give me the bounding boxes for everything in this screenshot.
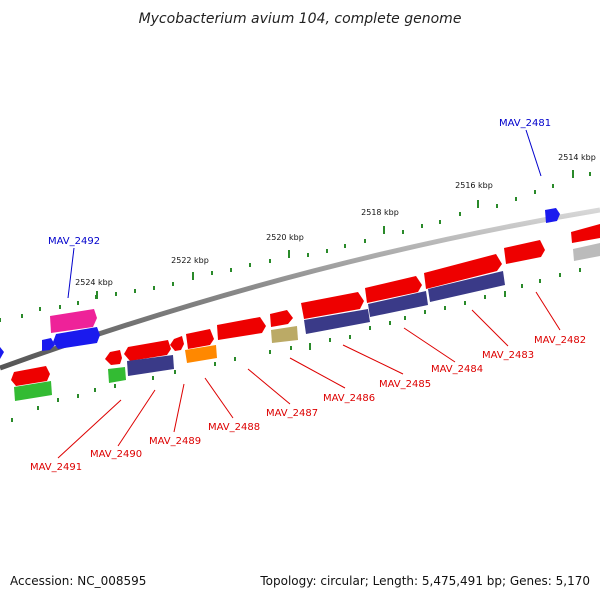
genome-summary-text: Topology: circular; Length: 5,475,491 bp… [260,574,590,588]
gene-arrow[interactable] [571,224,600,243]
tick-label-2516: 2516 kbp [455,181,493,190]
gene-box[interactable] [185,345,217,363]
gene-arrow[interactable] [0,347,4,359]
major-ticks [96,170,574,299]
gene-arrow[interactable] [53,327,100,349]
gene-arrow[interactable] [301,292,364,319]
gene-label[interactable]: MAV_2486 [323,393,375,404]
outer-tick-ring [0,172,591,322]
gene-box[interactable] [573,243,600,261]
inner-strand-genes [14,243,600,401]
gene-arrow[interactable] [42,338,55,351]
gene-box[interactable] [428,271,505,302]
gene-label[interactable]: MAV_2492 [48,236,100,247]
accession-text: Accession: NC_008595 [10,574,147,588]
gene-arrow[interactable] [270,310,293,327]
gene-arrow[interactable] [424,254,502,289]
map-title: Mycobacterium avium 104, complete genome [139,11,462,27]
gene-box[interactable] [127,355,174,376]
gene-arrow[interactable] [217,317,266,340]
top-labels: MAV_2481 MAV_2492 [48,118,551,299]
gene-box[interactable] [304,309,370,334]
tick-label-2522: 2522 kbp [171,256,209,265]
bottom-labels [57,291,561,459]
gene-label[interactable]: MAV_2484 [431,364,483,375]
gene-box[interactable] [108,367,126,383]
tick-label-2514: 2514 kbp [558,153,596,162]
gene-arrow[interactable] [365,276,422,303]
gene-arrow[interactable] [11,366,50,386]
gene-arrow[interactable] [105,350,122,365]
gene-arrow[interactable] [50,309,97,333]
gene-arrow[interactable] [186,329,214,349]
gene-box[interactable] [14,381,52,401]
inner-tick-ring [11,268,581,422]
gene-box[interactable] [271,326,298,343]
gene-label[interactable]: MAV_2490 [90,449,142,460]
gene-label[interactable]: MAV_2483 [482,350,534,361]
gene-label[interactable]: MAV_2489 [149,436,201,447]
gene-label[interactable]: MAV_2487 [266,408,318,419]
gene-arrow[interactable] [545,208,560,223]
gene-arrow[interactable] [504,240,545,264]
gene-label[interactable]: MAV_2491 [30,462,82,473]
gene-arrow[interactable] [170,336,184,351]
gene-box[interactable] [368,291,428,317]
tick-label-2520: 2520 kbp [266,233,304,242]
tick-label-2524: 2524 kbp [75,278,113,287]
gene-label[interactable]: MAV_2482 [534,335,586,346]
gene-arrow[interactable] [124,340,171,361]
tick-label-2518: 2518 kbp [361,208,399,217]
gene-label[interactable]: MAV_2485 [379,379,431,390]
gene-label[interactable]: MAV_2481 [499,118,551,129]
gene-label[interactable]: MAV_2488 [208,422,260,433]
bottom-label-text: MAV_2482 MAV_2483 MAV_2484 MAV_2485 MAV_… [30,335,586,473]
outer-strand-genes [0,208,600,386]
